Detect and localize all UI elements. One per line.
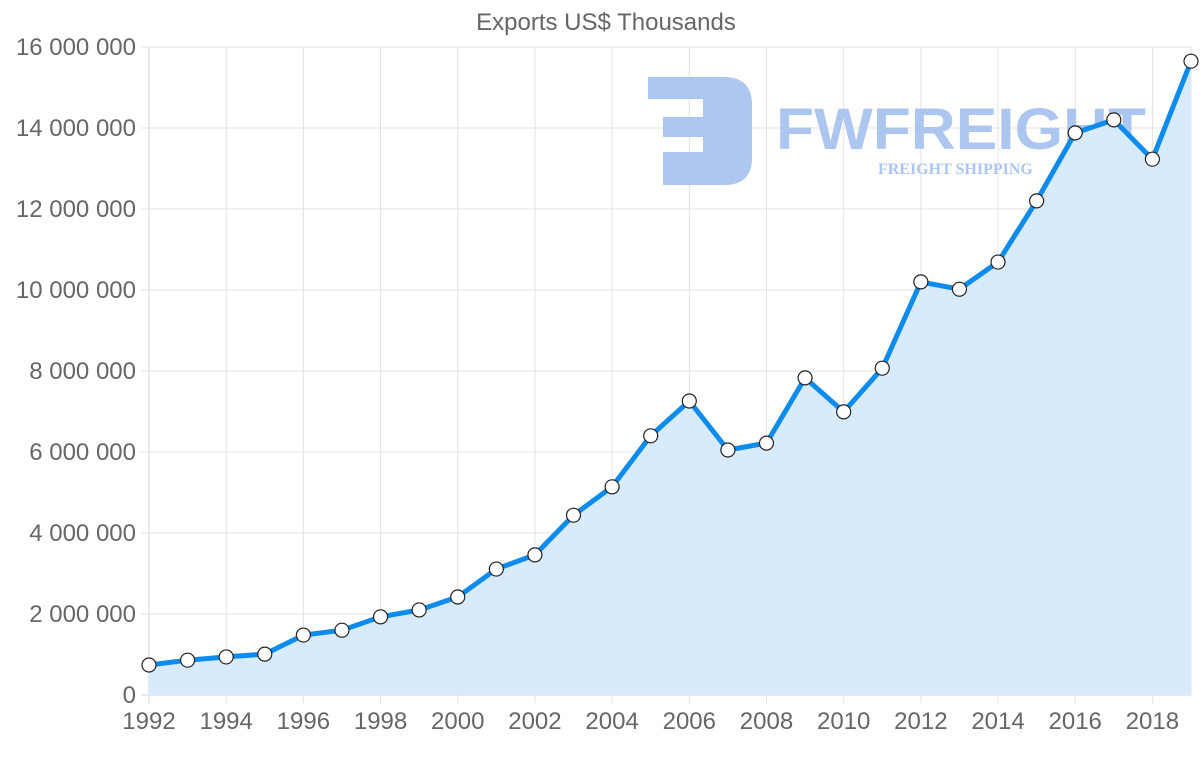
x-tick-label: 2002 [508, 708, 561, 735]
data-point[interactable]: 2013: 10020000 [951, 281, 968, 297]
chart-title: Exports US$ Thousands [476, 9, 736, 36]
data-point[interactable]: 2001: 3110000 [488, 561, 504, 577]
y-tick-label: 2 000 000 [29, 601, 136, 628]
data-point[interactable]: 2008: 6220000 [758, 435, 775, 451]
x-tick-label: 2004 [585, 708, 638, 735]
x-tick-label: 2012 [894, 708, 947, 735]
data-point[interactable]: 1999: 2100000 [411, 602, 427, 618]
data-point[interactable]: 2011: 8070000 [874, 360, 890, 376]
data-point[interactable]: 1996: 1480000 [295, 627, 311, 643]
data-point[interactable]: 2017: 14200000 [1106, 112, 1122, 128]
x-tick-label: 2010 [817, 708, 870, 735]
data-point[interactable]: 2019: 15650000 [1183, 53, 1199, 69]
data-point[interactable]: 2009: 7830000 [797, 370, 813, 386]
fw-logo-icon [648, 77, 752, 185]
y-tick-label: 12 000 000 [16, 196, 136, 223]
x-tick-label: 1998 [354, 708, 407, 735]
data-point[interactable]: 2014: 10690000 [990, 254, 1006, 270]
y-tick-label: 16 000 000 [16, 34, 136, 61]
y-tick-label: 6 000 000 [29, 439, 136, 466]
data-points: 1992: 740000 1993: 860000 1994: 940000 1995… [141, 53, 1199, 673]
x-tick-label: 2014 [971, 708, 1024, 735]
data-point[interactable]: 2016: 13880000 [1067, 125, 1083, 141]
data-point[interactable]: 1993: 860000 [179, 652, 196, 668]
data-point[interactable]: 2018: 13230000 [1144, 151, 1161, 167]
data-point[interactable]: 2015: 12200000 [1029, 193, 1045, 209]
y-tick-label: 0 [123, 682, 136, 709]
data-point[interactable]: 2007: 6050000 [720, 442, 736, 458]
x-tick-label: 2006 [663, 708, 716, 735]
x-tick-label: 1992 [122, 708, 175, 735]
series-area [149, 61, 1191, 695]
data-point[interactable]: 2002: 3460000 [527, 547, 543, 563]
data-point[interactable]: 1995: 1010000 [257, 646, 273, 662]
data-point[interactable]: 2000: 2420000 [450, 589, 466, 605]
x-tick-label: 1996 [277, 708, 330, 735]
x-tick-label: 2016 [1049, 708, 1102, 735]
data-point[interactable]: 1992: 740000 [141, 657, 157, 673]
y-axis: 0 2 000 000 4 000 000 6 000 000 8 000 000 10 … [16, 34, 136, 709]
data-point[interactable]: 2012: 10200000 [913, 274, 929, 290]
watermark: FWFREIGHT FREIGHT SHIPPING [648, 77, 1146, 185]
watermark-tagline: FREIGHT SHIPPING [878, 161, 1033, 178]
y-tick-label: 8 000 000 [29, 358, 136, 385]
data-point[interactable]: 2005: 6400000 [643, 428, 659, 444]
series-line [146, 58, 1194, 668]
x-axis: 1992 1994 1996 1998 2000 2002 2004 2006 2008 2010… [122, 708, 1179, 735]
y-tick-label: 14 000 000 [16, 115, 136, 142]
data-point[interactable]: 2010: 6990000 [836, 404, 852, 420]
x-tick-label: 2018 [1126, 708, 1179, 735]
data-point[interactable]: 1998: 1930000 [372, 609, 389, 625]
x-tick-label: 2000 [431, 708, 484, 735]
x-tick-label: 2008 [740, 708, 793, 735]
data-point[interactable]: 2004: 5140000 [604, 479, 620, 495]
data-point[interactable]: 1994: 940000 [218, 649, 234, 665]
data-point[interactable]: 2003: 4440000 [565, 507, 582, 523]
x-tick-label: 1994 [199, 708, 252, 735]
y-tick-label: 10 000 000 [16, 277, 136, 304]
y-tick-label: 4 000 000 [29, 520, 136, 547]
data-point[interactable]: 2006: 7260000 [681, 393, 697, 409]
